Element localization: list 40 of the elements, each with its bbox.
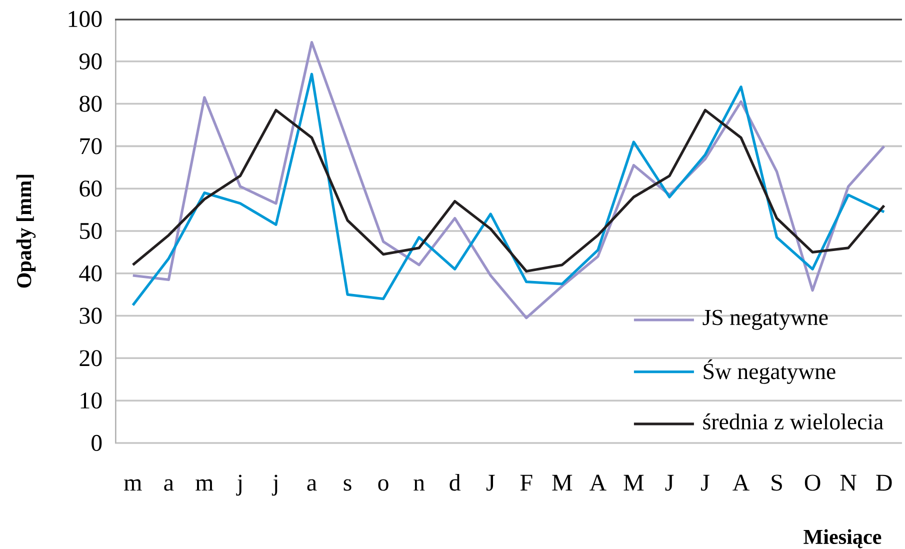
x-tick-label: F bbox=[520, 474, 532, 491]
x-tick-label: D bbox=[876, 474, 892, 491]
y-tick-label: 60 bbox=[80, 180, 102, 197]
y-tick-label: 70 bbox=[80, 138, 102, 154]
legend-label: średnia z wielolecia bbox=[703, 413, 884, 430]
x-tick-label: M bbox=[624, 474, 644, 491]
y-tick-label: 10 bbox=[80, 392, 102, 409]
x-tick-label: m bbox=[124, 479, 142, 491]
x-tick-label: n bbox=[414, 479, 425, 491]
x-tick-label: a bbox=[164, 479, 174, 491]
x-tick-label: S bbox=[772, 474, 782, 491]
x-axis-title: Miesiące bbox=[804, 529, 882, 548]
y-tick-label: 0 bbox=[92, 434, 102, 452]
x-tick-label: m bbox=[196, 479, 214, 491]
x-tick-label: d bbox=[450, 474, 461, 491]
line-series bbox=[132, 72, 886, 307]
y-tick-label: 20 bbox=[80, 350, 102, 366]
x-tick-label: J bbox=[486, 474, 495, 491]
x-tick-label: o bbox=[378, 479, 388, 491]
x-tick-label: a bbox=[307, 479, 317, 491]
x-tick-label: j bbox=[236, 474, 242, 496]
y-tick-label: 100 bbox=[68, 10, 102, 28]
x-tick-label: A bbox=[732, 474, 750, 491]
y-tick-label: 80 bbox=[80, 96, 102, 112]
y-tick-label: 90 bbox=[79, 53, 102, 70]
line-series bbox=[132, 108, 886, 273]
y-tick-label: 30 bbox=[80, 308, 102, 324]
y-tick-label: 40 bbox=[79, 265, 102, 282]
x-tick-label: N bbox=[840, 474, 856, 491]
y-axis-title: Opady [mm] bbox=[16, 174, 36, 288]
y-tick-label: 50 bbox=[80, 222, 102, 240]
x-tick-label: J bbox=[665, 474, 674, 491]
x-tick-label: M bbox=[552, 474, 572, 491]
legend-label: Św negatywne bbox=[704, 359, 836, 384]
legend-label: JS negatywne bbox=[702, 310, 828, 330]
x-tick-label: O bbox=[804, 474, 820, 491]
x-tick-label: j bbox=[272, 474, 278, 496]
x-tick-label: A bbox=[590, 474, 606, 491]
x-tick-label: J bbox=[701, 474, 710, 491]
x-tick-label: s bbox=[344, 479, 352, 491]
